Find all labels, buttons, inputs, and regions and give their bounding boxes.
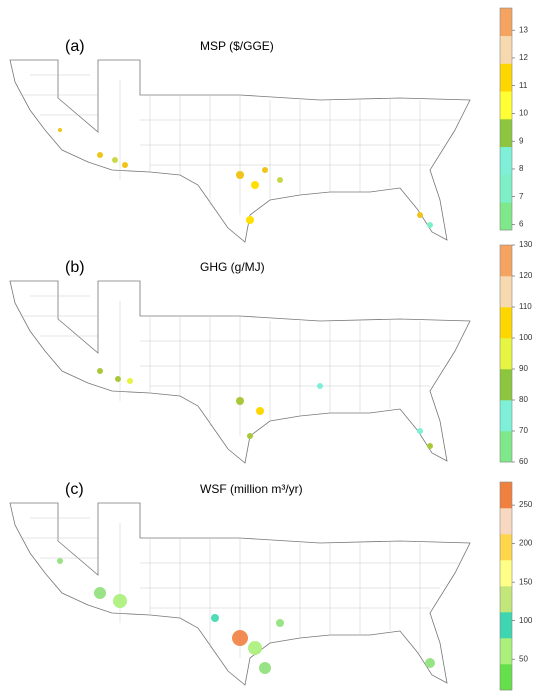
colorbar-tick-label: 11 [519, 81, 528, 90]
colorbar-tick-label: 130 [519, 240, 533, 249]
colorbar-tick-label: 120 [519, 271, 533, 280]
panel-title: GHG (g/MJ) [200, 260, 265, 274]
panel-label: (a) [65, 38, 85, 55]
colorbar-segment [500, 560, 512, 587]
colorbar-tick-label: 250 [519, 500, 533, 509]
colorbar-segment [500, 35, 512, 64]
colorbar-segment [500, 276, 512, 308]
colorbar-segment [500, 146, 512, 175]
panel: (b) GHG (g/MJ) [9, 259, 471, 464]
colorbar-tick-label: 8 [519, 164, 524, 173]
colorbar-segment [500, 338, 512, 370]
colorbar-tick-label: 12 [519, 53, 528, 62]
colorbar-tick-label: 70 [519, 426, 528, 435]
colorbar-tick-label: 6 [519, 220, 524, 229]
colorbar-segment [500, 508, 512, 535]
colorbar-frame [499, 481, 513, 691]
colorbar-segment [500, 586, 512, 613]
colorbar-segment [500, 174, 512, 203]
colorbar-tick-label: 200 [519, 539, 533, 548]
colorbar-frame [499, 7, 513, 231]
colorbar-segment [500, 431, 512, 463]
colorbar-segment [500, 482, 512, 509]
colorbar-tick-label: 80 [519, 395, 528, 404]
colorbar-segment [500, 245, 512, 277]
panel-label: (c) [65, 481, 84, 498]
panel: (a) MSP ($/GGE) [9, 38, 471, 243]
colorbar-tick-label: 150 [519, 577, 533, 586]
colorbar-tick-label: 7 [519, 192, 524, 201]
colorbar-segment [500, 202, 512, 231]
colorbar-frame [499, 244, 513, 463]
county-dots [58, 128, 433, 228]
panel-label: (b) [65, 259, 85, 276]
colorbar-segment [500, 8, 512, 37]
colorbar-segment [500, 63, 512, 92]
colorbar-tick-label: 60 [519, 457, 528, 466]
colorbar-tick-label: 100 [519, 616, 533, 625]
colorbar-tick-label: 50 [519, 654, 528, 663]
colorbar-tick-label: 13 [519, 25, 528, 34]
panel-title: WSF (million m³/yr) [200, 482, 303, 496]
colorbar-tick-label: 10 [519, 109, 528, 118]
colorbar-segment [500, 369, 512, 401]
colorbar-tick-label: 110 [519, 302, 532, 311]
colorbar-segment [500, 91, 512, 120]
colorbar-tick-label: 90 [519, 364, 528, 373]
colorbar-segment [500, 664, 512, 691]
colorbar-segment [500, 400, 512, 432]
colorbar-segment [500, 119, 512, 148]
colorbar-tick-label: 100 [519, 333, 533, 342]
colorbar-tick-label: 9 [519, 136, 524, 145]
county-dots [97, 368, 433, 449]
colorbar-segment [500, 612, 512, 639]
colorbar-segment [500, 638, 512, 665]
colorbar-segment [500, 534, 512, 561]
colorbar-segment [500, 307, 512, 339]
panel: (c) WSF (million m³/yr) [9, 481, 471, 686]
panel-title: MSP ($/GGE) [200, 39, 274, 53]
county-dots [57, 558, 435, 674]
